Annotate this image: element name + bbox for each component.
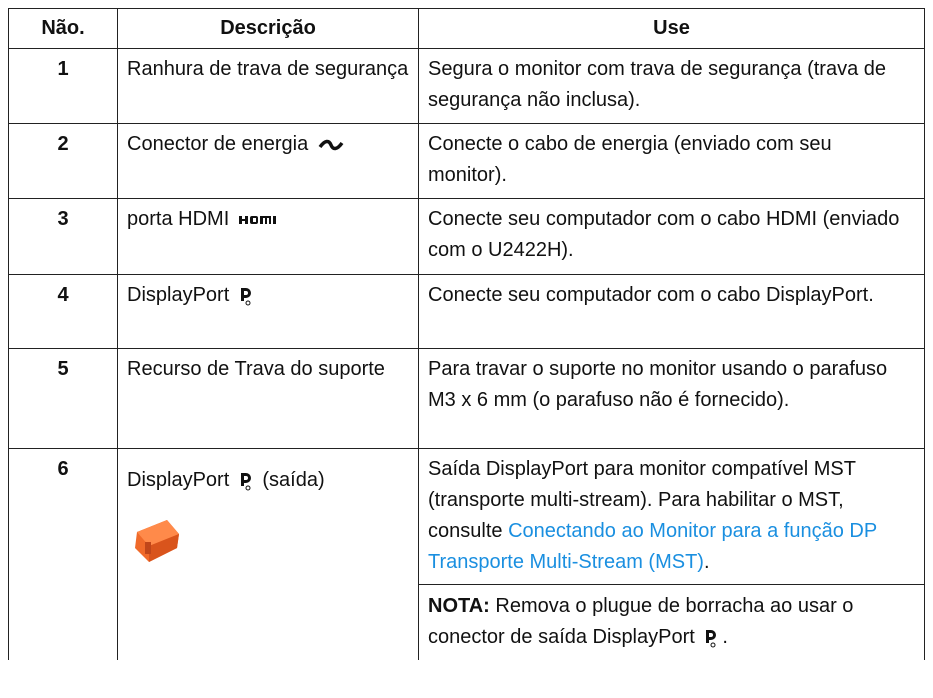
row: 4 DisplayPort Conecte seu computador com… [8,274,925,349]
number: 6 [8,448,118,660]
power-icon [318,139,344,150]
header-cell: Descrição [117,8,419,49]
number: 3 [8,198,118,275]
note-end: . [722,626,728,648]
description-cell: DisplayPort [117,274,419,349]
ports-table: Não. Descrição Use 1 Ranhura de trava de… [8,8,925,660]
note-label: NOTA: [428,595,490,617]
description: Conector de energia [127,133,309,155]
use: Conecte seu computador com o cabo Displa… [418,274,925,349]
description-suffix: (saída) [262,469,325,491]
header-row: Não. Descrição Use [8,8,925,49]
displayport-icon [240,472,251,491]
header-cell: Não. [8,8,118,49]
use: Conecte o cabo de energia (enviado com s… [418,123,925,199]
use-cell: Saída DisplayPort para monitor compatíve… [418,448,925,660]
header-cell: Use [418,8,925,49]
number: 5 [8,348,118,449]
row: 6 DisplayPort (saída) Saída DisplayPort … [8,448,925,660]
row: 3 porta HDMI Conecte seu computador com … [8,198,925,275]
use: Conecte seu computador com o cabo HDMI (… [418,198,925,275]
use: Para travar o suporte no monitor usando … [418,348,925,449]
displayport-icon [240,287,251,306]
description-cell: Conector de energia [117,123,419,199]
use-end: . [703,551,710,573]
displayport-icon [706,629,717,648]
number: 1 [8,48,118,124]
row: 1 Ranhura de trava de segurança Segura o… [8,48,925,124]
description: DisplayPort [127,284,230,306]
rubber-plug-image [135,520,179,562]
description: Ranhura de trava de segurança [117,48,419,124]
number: 4 [8,274,118,349]
hdmi-icon [238,215,276,224]
link[interactable]: Conectando ao Monitor para a função DP T… [428,520,877,573]
row: 2 Conector de energia Conecte o cabo de … [8,123,925,199]
description-cell: porta HDMI [117,198,419,275]
use: Segura o monitor com trava de segurança … [418,48,925,124]
note: NOTA: Remova o plugue de borracha ao usa… [419,584,924,653]
use: Saída DisplayPort para monitor compatíve… [428,458,856,542]
note-text: Remova o plugue de borracha ao usar o co… [428,595,854,648]
description: Recurso de Trava do suporte [117,348,419,449]
number: 2 [8,123,118,199]
row: 5 Recurso de Trava do suporte Para trava… [8,348,925,449]
description: porta HDMI [127,208,230,230]
description-cell: DisplayPort (saída) [117,448,419,660]
description: DisplayPort [127,469,230,491]
